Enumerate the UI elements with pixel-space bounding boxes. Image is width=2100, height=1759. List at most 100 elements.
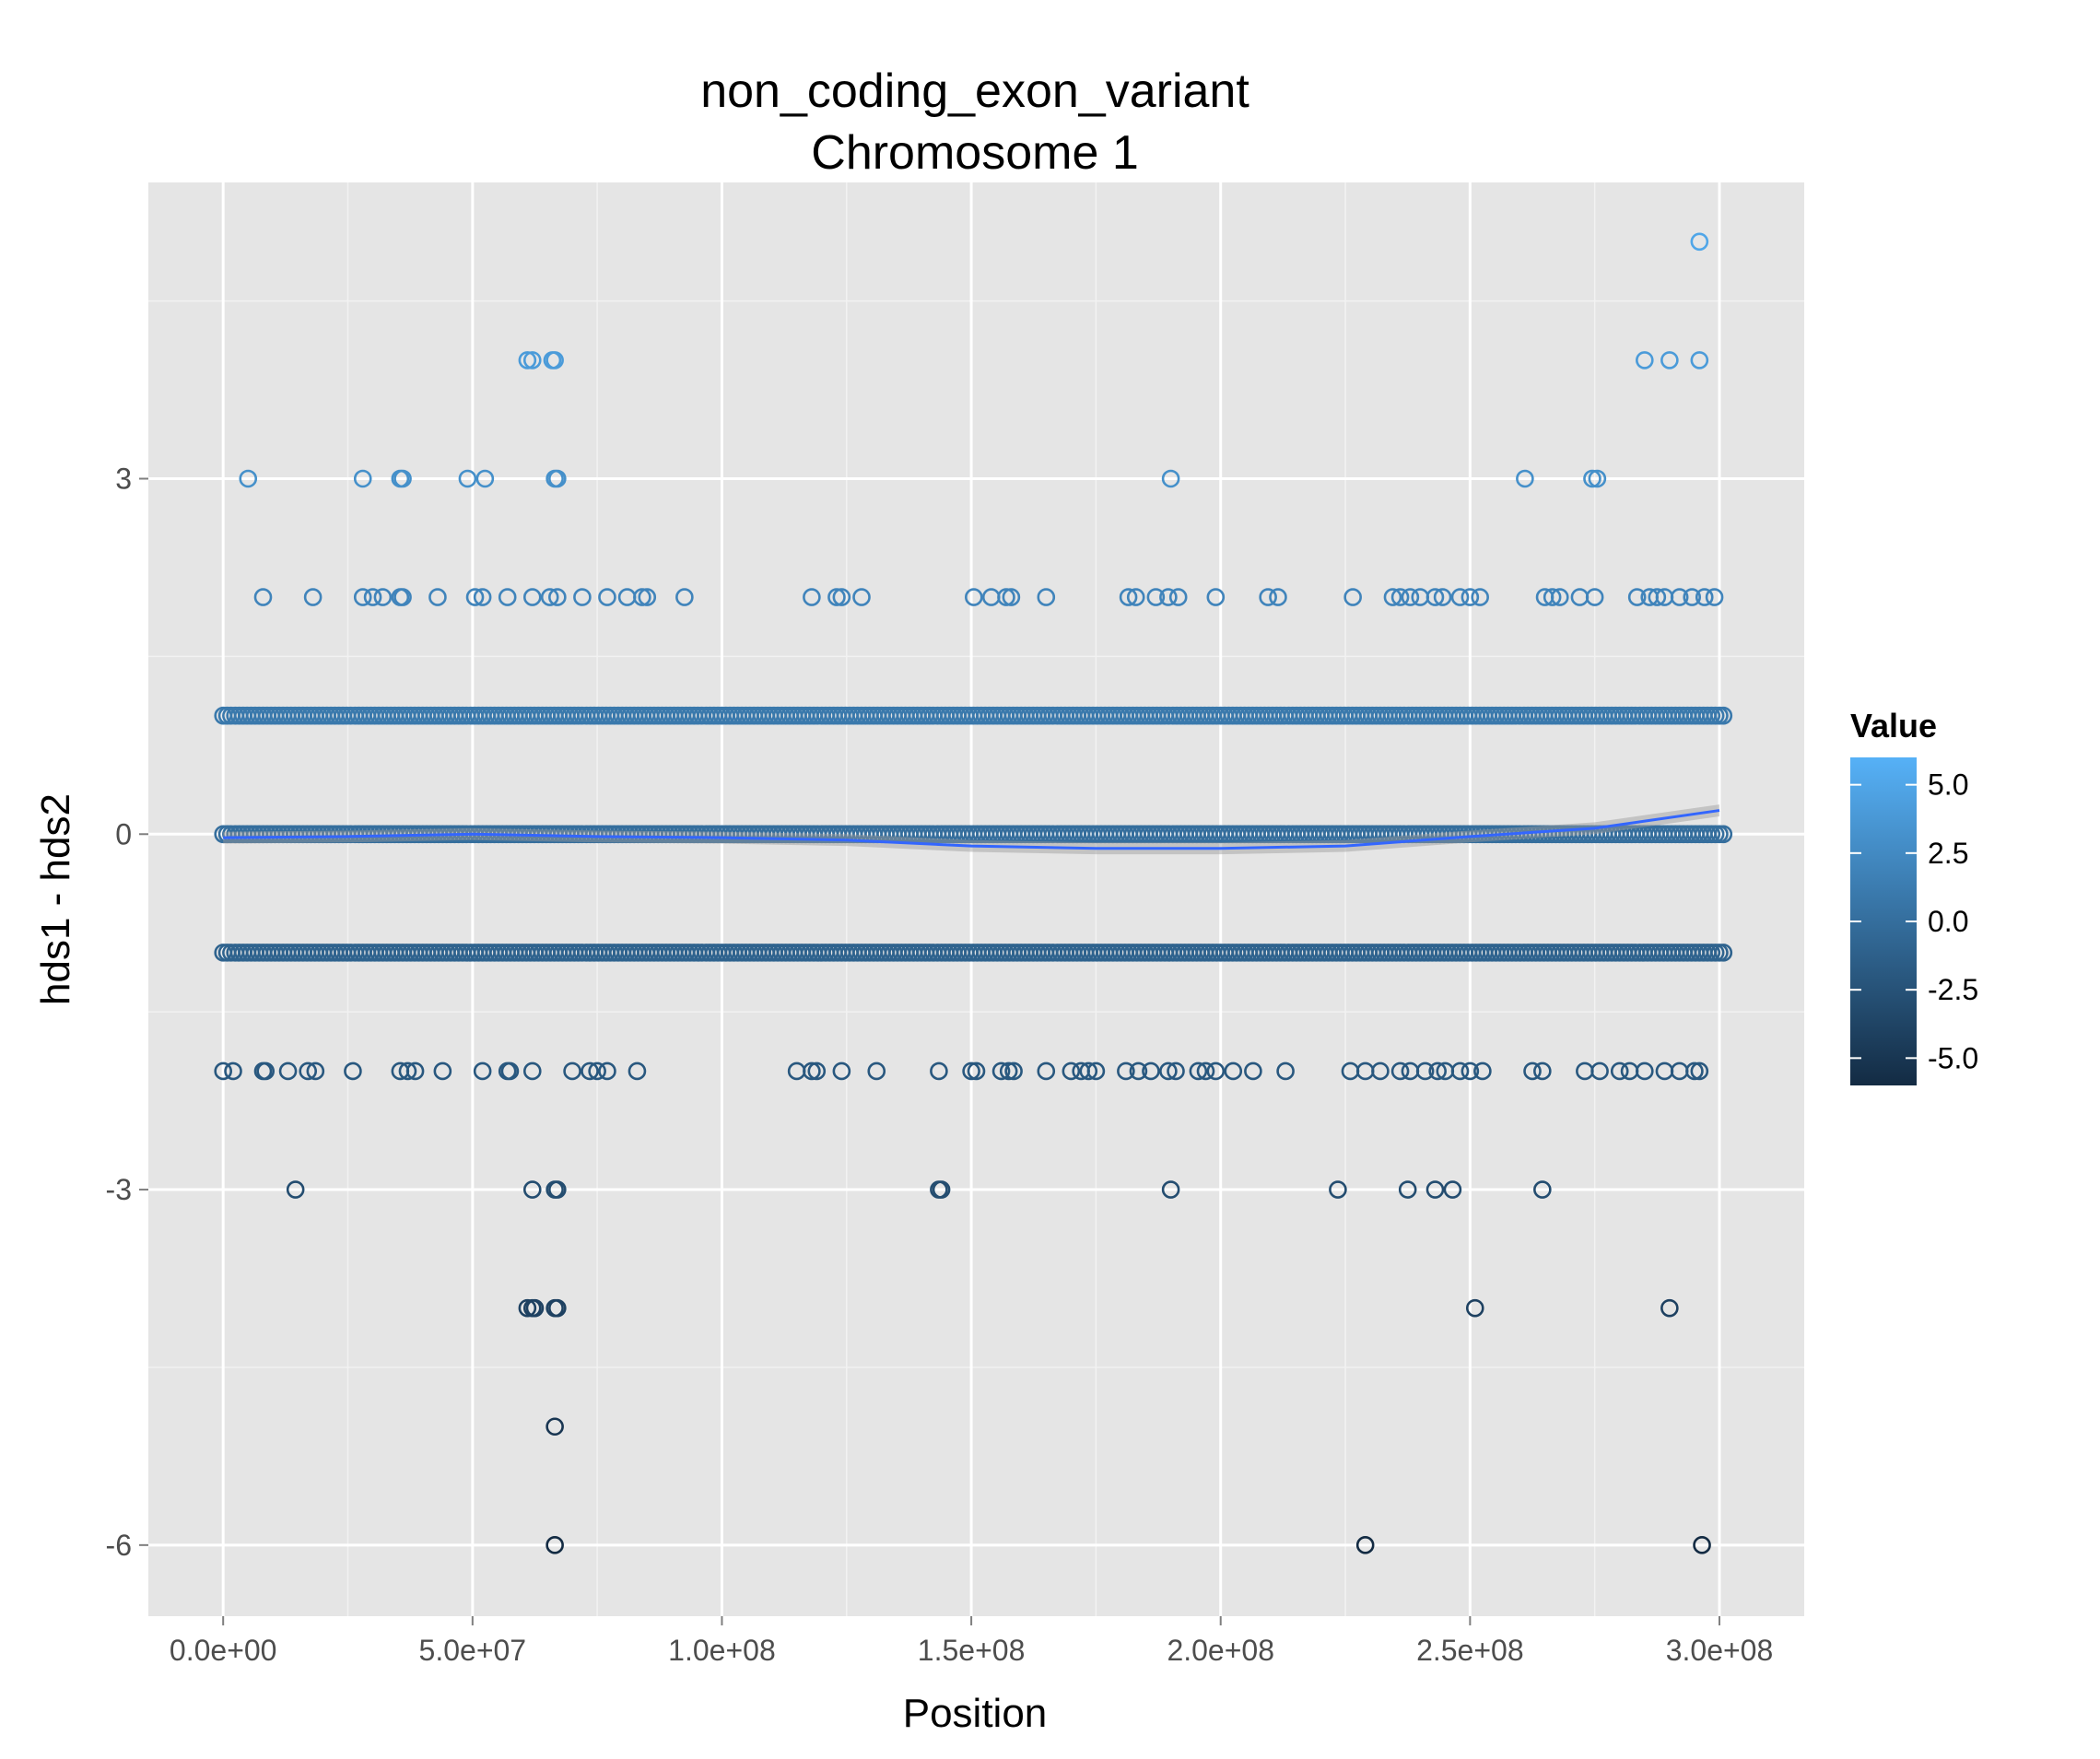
- data-point: [1159, 588, 1178, 606]
- data-point: [1543, 588, 1562, 606]
- data-point: [675, 588, 694, 606]
- data-point: [1714, 706, 1733, 725]
- data-point: [433, 1061, 452, 1081]
- data-point: [1398, 1180, 1417, 1199]
- data-point: [1533, 1180, 1552, 1199]
- legend-title: Value: [1850, 707, 1937, 745]
- data-point: [573, 588, 592, 606]
- data-point: [1062, 1061, 1081, 1081]
- data-point: [803, 588, 821, 606]
- data-point: [473, 1061, 492, 1081]
- x-axis-label: Position: [903, 1691, 1048, 1736]
- data-point: [1450, 588, 1470, 606]
- data-point: [1465, 1298, 1484, 1318]
- data-point: [1635, 351, 1654, 369]
- data-point: [1146, 588, 1166, 606]
- data-point: [1383, 588, 1402, 606]
- data-point: [1588, 469, 1607, 488]
- data-point: [473, 588, 492, 606]
- data-point: [1206, 1061, 1226, 1081]
- data-point: [1196, 1061, 1215, 1081]
- data-point: [546, 1417, 564, 1437]
- data-point: [1161, 469, 1180, 488]
- data-point: [852, 588, 871, 606]
- data-point: [1714, 944, 1733, 962]
- data-point: [1037, 588, 1056, 606]
- y-tick-label: -3: [106, 1173, 132, 1206]
- data-point: [932, 1180, 951, 1199]
- data-point: [598, 588, 616, 606]
- data-point: [525, 1298, 545, 1318]
- data-point: [997, 588, 1015, 606]
- data-point: [1705, 588, 1724, 606]
- data-point: [581, 1061, 599, 1081]
- data-point: [1461, 1061, 1480, 1081]
- data-point: [518, 351, 537, 369]
- data-point: [398, 1061, 417, 1081]
- data-point: [518, 1298, 537, 1318]
- data-point: [1473, 1061, 1492, 1081]
- data-point: [867, 1061, 886, 1081]
- data-point: [548, 1180, 567, 1199]
- data-point: [1167, 1061, 1185, 1081]
- x-tick-label: 3.0e+08: [1666, 1634, 1774, 1667]
- legend-tick-label: -5.0: [1928, 1041, 1978, 1074]
- data-point: [1648, 588, 1667, 606]
- data-point: [1660, 1298, 1679, 1318]
- data-point: [1269, 588, 1287, 606]
- data-point: [1355, 1536, 1375, 1554]
- data-point: [1159, 1061, 1178, 1081]
- data-point: [832, 588, 851, 606]
- data-point: [1443, 1180, 1462, 1199]
- data-point: [1683, 588, 1702, 606]
- data-point: [1142, 1061, 1160, 1081]
- data-point: [344, 1061, 362, 1081]
- smooth-layer: [223, 804, 1720, 855]
- data-point: [1660, 351, 1679, 369]
- data-point: [363, 588, 382, 606]
- data-point: [1693, 1536, 1711, 1554]
- data-point: [1714, 825, 1733, 844]
- data-point: [253, 588, 273, 606]
- data-point: [1425, 1180, 1445, 1199]
- smooth-confidence-band: [223, 804, 1719, 855]
- data-point: [1189, 1061, 1208, 1081]
- data-point: [1590, 1061, 1609, 1081]
- data-point: [1161, 1180, 1180, 1199]
- data-point: [1461, 588, 1480, 606]
- data-point: [962, 1061, 980, 1081]
- data-point: [1610, 1061, 1629, 1081]
- data-point: [498, 588, 517, 606]
- y-tick-label: 0: [115, 817, 132, 850]
- data-point: [278, 1061, 298, 1081]
- data-point: [1415, 1061, 1435, 1081]
- data-point: [522, 1061, 542, 1081]
- data-point: [465, 588, 485, 606]
- data-point: [563, 1061, 581, 1081]
- data-point: [1276, 1061, 1295, 1081]
- x-tick-label: 0.0e+00: [170, 1634, 277, 1667]
- data-point: [1516, 469, 1534, 488]
- data-point: [1390, 1061, 1410, 1081]
- legend-tick-label: 2.5: [1928, 837, 1968, 870]
- y-tick-label: 3: [115, 462, 132, 495]
- data-point: [999, 1061, 1018, 1081]
- data-point: [500, 1061, 520, 1081]
- data-point: [967, 1061, 986, 1081]
- data-point: [256, 1061, 275, 1081]
- data-point: [286, 1180, 305, 1199]
- data-point: [1004, 1061, 1023, 1081]
- data-point: [827, 588, 846, 606]
- data-point: [353, 588, 372, 606]
- data-points: [214, 232, 1733, 1554]
- data-point: [224, 1061, 242, 1081]
- data-point: [1428, 1061, 1447, 1081]
- data-point: [633, 588, 651, 606]
- x-axis-ticks: 0.0e+00 5.0e+07 1.0e+08 1.5e+08 2.0e+08 2.5e+…: [170, 1616, 1773, 1667]
- data-point: [522, 1180, 542, 1199]
- legend-ticks: 5.0 2.5 0.0 -2.5 -5.0: [1850, 768, 1978, 1074]
- grid-minor: [148, 182, 1804, 1616]
- data-point: [1037, 1061, 1056, 1081]
